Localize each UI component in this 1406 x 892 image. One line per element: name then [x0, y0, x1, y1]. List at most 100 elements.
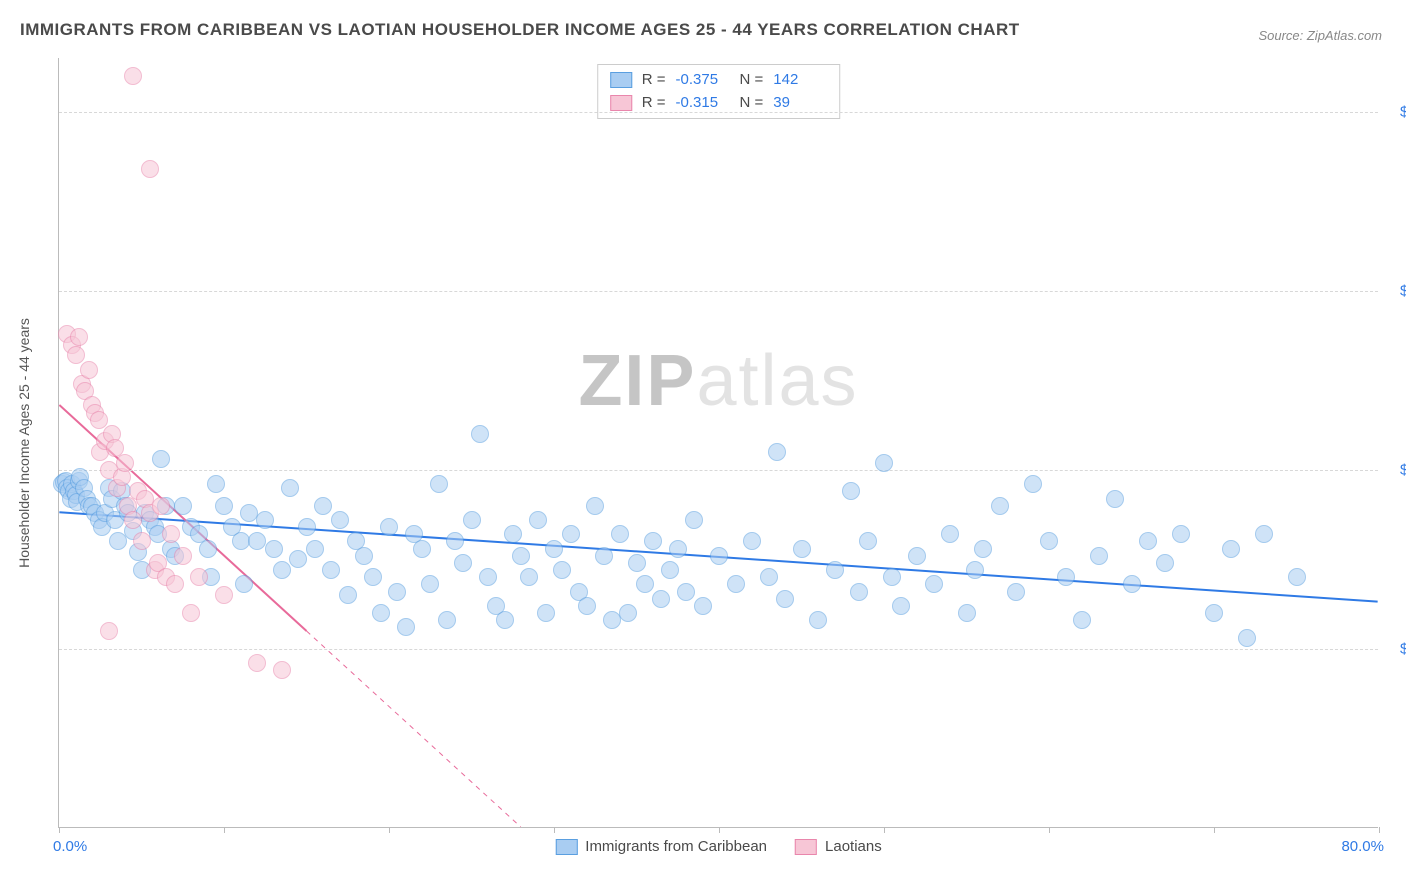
data-point [793, 540, 811, 558]
data-point [256, 511, 274, 529]
data-point [133, 532, 151, 550]
data-point [80, 361, 98, 379]
data-point [628, 554, 646, 572]
data-point [1057, 568, 1075, 586]
data-point [215, 497, 233, 515]
data-point [1156, 554, 1174, 572]
data-point [1172, 525, 1190, 543]
data-point [421, 575, 439, 593]
swatch-series-2 [795, 839, 817, 855]
data-point [908, 547, 926, 565]
data-point [248, 654, 266, 672]
data-point [479, 568, 497, 586]
series-1-name: Immigrants from Caribbean [585, 838, 767, 855]
swatch-series-2 [610, 95, 632, 111]
r-value-2: -0.315 [676, 92, 730, 115]
data-point [859, 532, 877, 550]
data-point [842, 482, 860, 500]
data-point [875, 454, 893, 472]
legend-row-series-2: R = -0.315 N = 39 [610, 92, 828, 115]
x-tick [1049, 827, 1050, 833]
data-point [141, 160, 159, 178]
n-label: N = [740, 69, 764, 92]
n-value-2: 39 [773, 92, 827, 115]
data-point [636, 575, 654, 593]
data-point [586, 497, 604, 515]
data-point [182, 604, 200, 622]
data-point [281, 479, 299, 497]
scatter-chart: Householder Income Ages 25 - 44 years ZI… [58, 58, 1378, 828]
r-value-1: -0.375 [676, 69, 730, 92]
data-point [124, 511, 142, 529]
swatch-series-1 [610, 72, 632, 88]
gridline [59, 291, 1378, 292]
legend-row-series-1: R = -0.375 N = 142 [610, 69, 828, 92]
trend-lines [59, 58, 1378, 827]
data-point [174, 497, 192, 515]
x-tick [1214, 827, 1215, 833]
data-point [162, 525, 180, 543]
data-point [339, 586, 357, 604]
x-tick [389, 827, 390, 833]
x-tick [884, 827, 885, 833]
data-point [520, 568, 538, 586]
data-point [562, 525, 580, 543]
data-point [190, 568, 208, 586]
data-point [694, 597, 712, 615]
y-tick-label: $100,000 [1386, 461, 1406, 478]
x-axis-min-label: 0.0% [53, 838, 87, 855]
data-point [413, 540, 431, 558]
data-point [1238, 629, 1256, 647]
n-label: N = [740, 92, 764, 115]
data-point [826, 561, 844, 579]
data-point [1007, 583, 1025, 601]
data-point [1073, 611, 1091, 629]
data-point [850, 583, 868, 601]
data-point [364, 568, 382, 586]
data-point [677, 583, 695, 601]
data-point [496, 611, 514, 629]
plot-area: ZIPatlas R = -0.375 N = 142 R = -0.315 N… [58, 58, 1378, 828]
data-point [991, 497, 1009, 515]
swatch-series-1 [555, 839, 577, 855]
data-point [152, 450, 170, 468]
data-point [892, 597, 910, 615]
data-point [512, 547, 530, 565]
data-point [207, 475, 225, 493]
data-point [240, 504, 258, 522]
data-point [1024, 475, 1042, 493]
data-point [619, 604, 637, 622]
y-tick-label: $150,000 [1386, 282, 1406, 299]
data-point [124, 67, 142, 85]
data-point [661, 561, 679, 579]
data-point [454, 554, 472, 572]
data-point [471, 425, 489, 443]
r-label: R = [642, 92, 666, 115]
data-point [1139, 532, 1157, 550]
x-tick [1379, 827, 1380, 833]
y-tick-label: $50,000 [1386, 640, 1406, 657]
data-point [430, 475, 448, 493]
data-point [1090, 547, 1108, 565]
data-point [273, 561, 291, 579]
x-axis-max-label: 80.0% [1341, 838, 1384, 855]
data-point [1222, 540, 1240, 558]
data-point [760, 568, 778, 586]
data-point [372, 604, 390, 622]
data-point [322, 561, 340, 579]
data-point [1106, 490, 1124, 508]
data-point [215, 586, 233, 604]
data-point [652, 590, 670, 608]
data-point [966, 561, 984, 579]
gridline [59, 112, 1378, 113]
source-attribution: Source: ZipAtlas.com [1258, 28, 1382, 43]
data-point [166, 575, 184, 593]
data-point [595, 547, 613, 565]
data-point [273, 661, 291, 679]
data-point [355, 547, 373, 565]
watermark-atlas: atlas [696, 341, 858, 421]
data-point [685, 511, 703, 529]
data-point [438, 611, 456, 629]
x-tick [719, 827, 720, 833]
data-point [235, 575, 253, 593]
